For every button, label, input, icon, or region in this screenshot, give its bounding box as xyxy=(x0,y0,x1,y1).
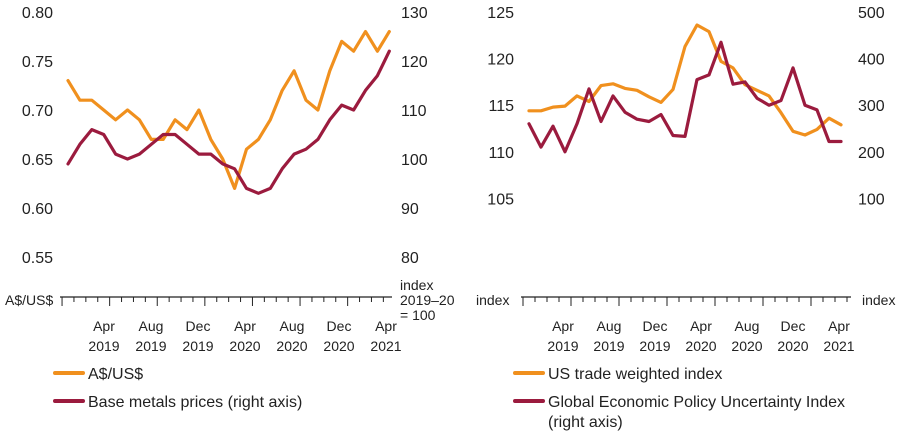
panel1-x-tick-month: Apr xyxy=(375,318,397,334)
panel1-left-tick-label: 0.55 xyxy=(22,250,53,267)
panel1-x-tick-year: 2020 xyxy=(276,338,307,354)
panel2-x-tick-year: 2020 xyxy=(777,338,808,354)
panel1-x-tick-month: Dec xyxy=(186,318,211,334)
panel2-legend-label: Global Economic Policy Uncertainty Index xyxy=(548,394,845,411)
panel2-series-line-orange xyxy=(527,23,843,137)
panel2-left-tick-label: 110 xyxy=(488,145,514,162)
panel2-x-tick-month: Aug xyxy=(597,318,622,334)
panel2-left-tick-label: 120 xyxy=(487,52,514,69)
panel2-x-tick-year: 2021 xyxy=(823,338,854,354)
panel2-left-tick-label: 105 xyxy=(487,191,514,208)
panel2-left-tick-label: 125 xyxy=(487,5,514,22)
panel1-right-tick-label: 110 xyxy=(401,103,427,120)
panel1-right-tick-label: 80 xyxy=(401,250,419,267)
panel1-right-tick-label: 90 xyxy=(401,201,419,218)
panel2-x-tick-month: Apr xyxy=(552,318,574,334)
panel2-right-tick-label: 500 xyxy=(858,5,885,22)
panel1-x-tick-year: 2019 xyxy=(88,338,119,354)
panel1-series-line-orange xyxy=(66,30,391,190)
panel1-left-tick-label: 0.70 xyxy=(22,103,53,120)
panel1-legend-label: Base metals prices (right axis) xyxy=(88,394,302,411)
panel1-legend-label: A$/US$ xyxy=(88,366,143,383)
panel2-series-line-maroon xyxy=(527,40,843,154)
panel2-left-tick-label: 115 xyxy=(488,98,514,115)
panel2-right-axis-unit: index xyxy=(862,292,895,308)
panel2-right-tick-label: 300 xyxy=(858,98,885,115)
panel2-x-tick-month: Aug xyxy=(735,318,760,334)
panel1-right-tick-label: 120 xyxy=(401,54,428,71)
panel1-x-tick-month: Dec xyxy=(327,318,352,334)
panel1-series-line-maroon xyxy=(66,49,391,195)
panel1-x-tick-month: Aug xyxy=(139,318,164,334)
panel1-right-axis-unit: = 100 xyxy=(400,307,436,323)
panel1-left-tick-label: 0.80 xyxy=(22,5,53,22)
panel2-x-tick-month: Dec xyxy=(781,318,806,334)
panel2-x-tick-year: 2019 xyxy=(639,338,670,354)
panel2-right-tick-label: 200 xyxy=(858,145,885,162)
panel2-x-tick-year: 2020 xyxy=(731,338,762,354)
panel1-left-axis-unit: A$/US$ xyxy=(5,292,53,308)
panel1-x-tick-year: 2019 xyxy=(135,338,166,354)
panel1-x-tick-month: Apr xyxy=(234,318,256,334)
panel1-x-tick-month: Aug xyxy=(280,318,305,334)
panel2-right-tick-label: 100 xyxy=(858,191,885,208)
panel2-x-tick-month: Dec xyxy=(643,318,668,334)
panel1-x-tick-year: 2021 xyxy=(370,338,401,354)
panel1-right-axis-unit: 2019–20 xyxy=(400,292,455,308)
panel1-right-tick-label: 130 xyxy=(401,5,428,22)
panel1-right-tick-label: 100 xyxy=(401,152,428,169)
panel2-x-tick-year: 2019 xyxy=(593,338,624,354)
panel2-right-tick-label: 400 xyxy=(858,52,885,69)
panel1-left-tick-label: 0.65 xyxy=(22,152,53,169)
panel2-legend-label: (right axis) xyxy=(548,414,623,431)
panel2-left-axis-unit: index xyxy=(476,292,509,308)
panel2-x-tick-month: Apr xyxy=(828,318,850,334)
panel1-x-tick-month: Apr xyxy=(93,318,115,334)
panel1-x-tick-year: 2019 xyxy=(182,338,213,354)
panel1-left-tick-label: 0.60 xyxy=(22,201,53,218)
panel2-x-tick-year: 2019 xyxy=(547,338,578,354)
panel1-x-tick-year: 2020 xyxy=(229,338,260,354)
panel2-legend-label: US trade weighted index xyxy=(548,366,722,383)
panel1-right-axis-unit: index xyxy=(400,277,433,293)
panel1-left-tick-label: 0.75 xyxy=(22,54,53,71)
panel1-x-tick-year: 2020 xyxy=(323,338,354,354)
panel2-x-tick-month: Apr xyxy=(690,318,712,334)
panel2-x-tick-year: 2020 xyxy=(685,338,716,354)
